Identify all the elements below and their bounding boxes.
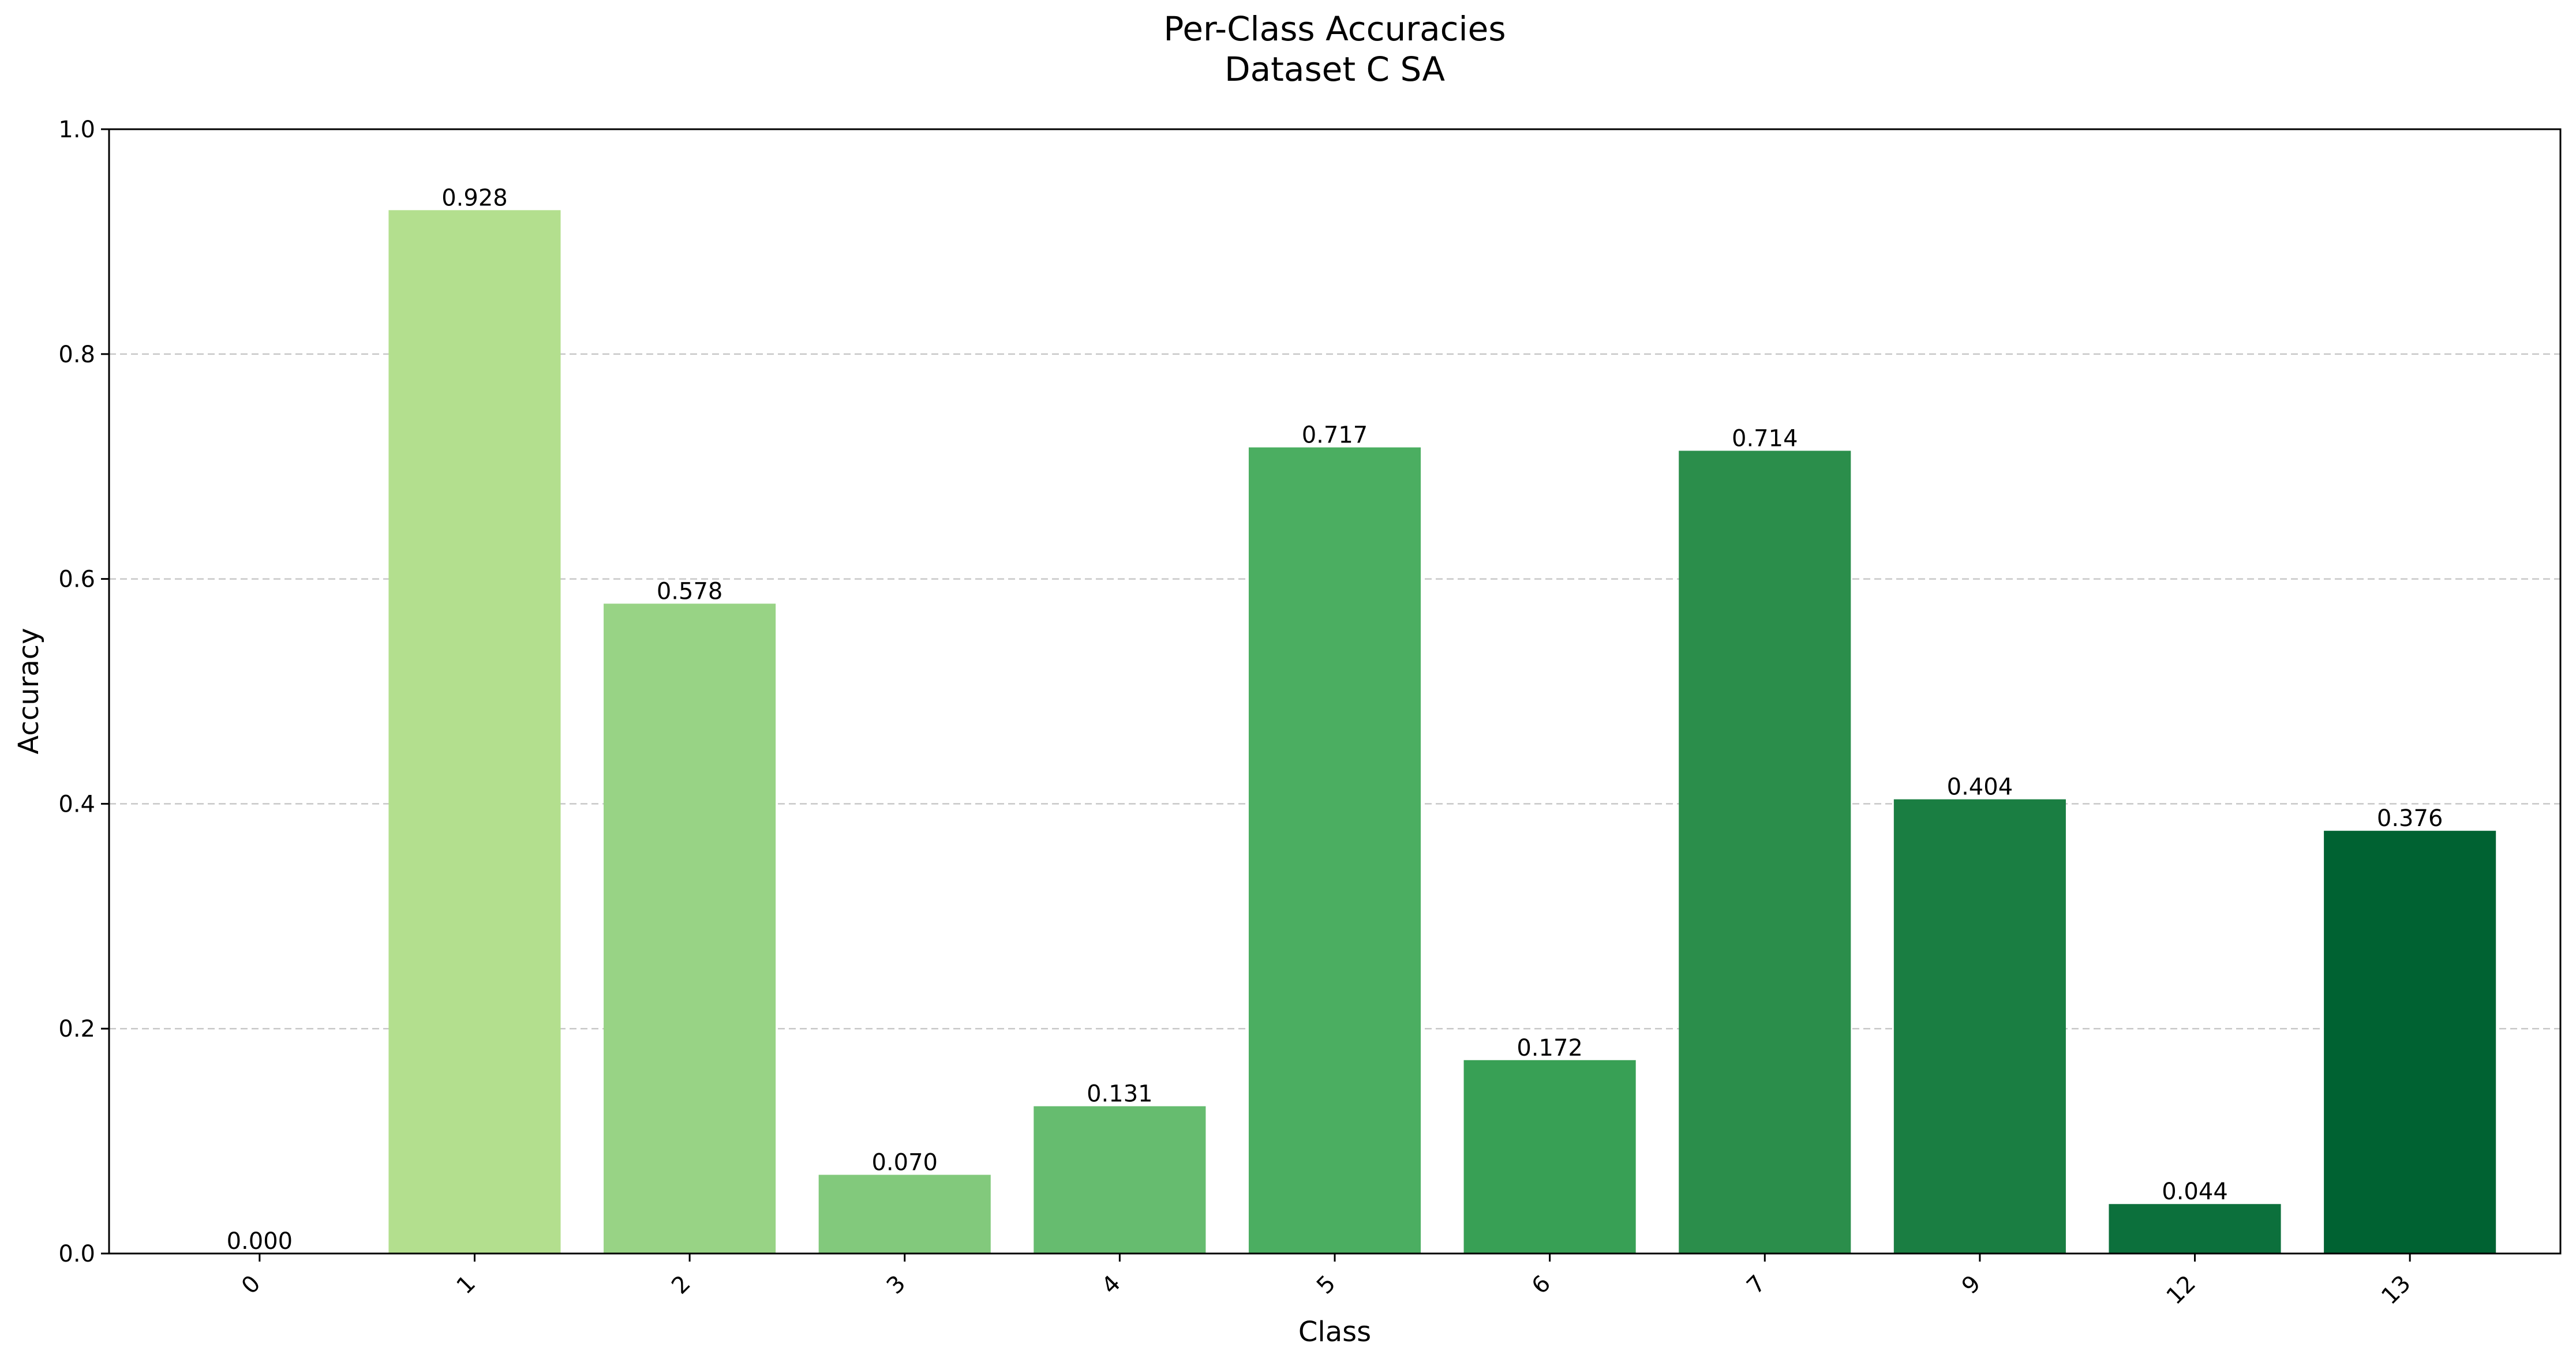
y-tick-label: 0.6 <box>58 566 95 593</box>
y-axis-ticks: 0.0 0.2 0.4 0.6 0.8 1.0 <box>58 117 109 1267</box>
x-tick-label: 0 <box>237 1270 266 1300</box>
bar-value-label: 0.376 <box>2377 805 2443 832</box>
bar-value-label: 0.131 <box>1087 1081 1153 1108</box>
y-tick-label: 0.2 <box>58 1016 95 1042</box>
bar-class-4 <box>1034 1106 1206 1254</box>
bar-value-label: 0.172 <box>1517 1035 1583 1061</box>
bar-value-label: 0.714 <box>1732 425 1798 452</box>
bar-value-label: 0.404 <box>1947 774 2013 801</box>
x-axis-ticks: 0 1 2 3 4 5 6 7 9 12 13 <box>237 1254 2416 1310</box>
bar-class-1 <box>388 210 561 1254</box>
x-tick-label: 9 <box>1957 1270 1986 1300</box>
bar-class-6 <box>1463 1060 1636 1254</box>
bar-class-2 <box>604 603 776 1254</box>
bar-class-7 <box>1679 451 1851 1254</box>
bar-value-label: 0.578 <box>657 578 723 605</box>
x-tick-label: 12 <box>2162 1270 2201 1310</box>
bar-value-label: 0.000 <box>227 1228 293 1255</box>
chart-subtitle: Dataset C SA <box>1225 50 1445 89</box>
x-tick-label: 6 <box>1527 1270 1556 1300</box>
bar-value-label: 0.928 <box>441 185 508 211</box>
y-axis-label: Accuracy <box>13 628 45 754</box>
bar-class-9 <box>1893 799 2066 1254</box>
bar-class-12 <box>2109 1204 2281 1254</box>
bar-class-13 <box>2324 831 2496 1254</box>
bar-value-label: 0.717 <box>1302 422 1368 449</box>
bar-class-3 <box>818 1174 991 1254</box>
y-tick-label: 0.0 <box>58 1241 95 1267</box>
bar-value-label: 0.070 <box>871 1150 938 1176</box>
y-tick-label: 0.4 <box>58 791 95 817</box>
x-tick-label: 1 <box>452 1270 481 1300</box>
y-tick-label: 1.0 <box>58 117 95 143</box>
bars <box>388 210 2496 1254</box>
bar-value-label: 0.044 <box>2162 1179 2228 1205</box>
x-tick-label: 5 <box>1312 1270 1341 1300</box>
bar-value-labels: 0.000 0.928 0.578 0.070 0.131 0.717 0.172 0.714… <box>227 185 2443 1255</box>
bar-class-5 <box>1248 447 1421 1254</box>
x-tick-label: 3 <box>882 1270 911 1300</box>
y-tick-label: 0.8 <box>58 342 95 368</box>
x-tick-label: 2 <box>667 1270 696 1300</box>
x-axis-label: Class <box>1298 1316 1371 1348</box>
x-tick-label: 7 <box>1742 1270 1771 1300</box>
x-tick-label: 4 <box>1096 1270 1126 1300</box>
x-tick-label: 13 <box>2376 1270 2416 1310</box>
chart-title: Per-Class Accuracies <box>1163 9 1506 48</box>
